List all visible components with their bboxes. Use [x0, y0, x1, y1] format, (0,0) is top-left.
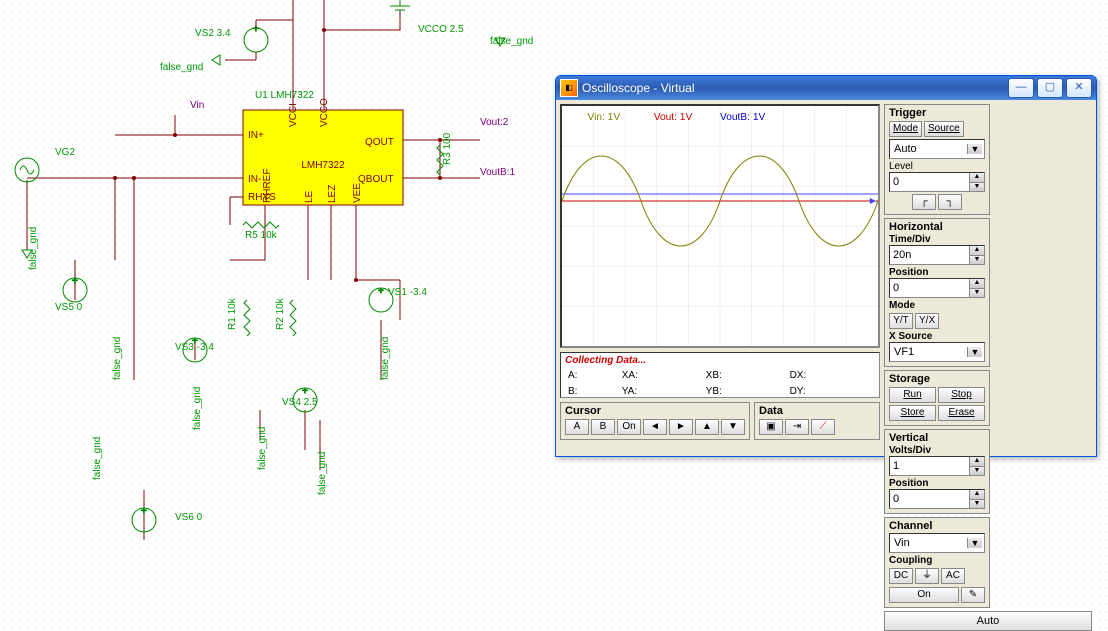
svg-text:false_gnd: false_gnd — [192, 387, 203, 430]
svg-text:+: + — [141, 506, 147, 517]
r5-resistor — [243, 222, 279, 228]
minimize-button[interactable]: — — [1008, 78, 1034, 98]
cursor-right-button[interactable]: ► — [669, 419, 693, 435]
cursor-b-button[interactable]: B — [591, 419, 615, 435]
svg-text:RHREF: RHREF — [262, 169, 273, 203]
auto-button[interactable]: Auto — [884, 611, 1092, 631]
svg-text:false_gnd: false_gnd — [317, 452, 328, 495]
schematic-canvas: U1 LMH7322 LMH7322 IN+ IN- RHYS QOUT QBO… — [0, 0, 550, 570]
xsource-combo[interactable]: VF1▼ — [889, 342, 985, 362]
cursor-down-button[interactable]: ▼ — [721, 419, 745, 435]
svg-text:R5 10k: R5 10k — [245, 230, 278, 241]
chip-ref: U1 LMH7322 — [255, 90, 314, 101]
svg-text:false_gnd: false_gnd — [380, 337, 391, 380]
trigger-rise-button[interactable]: ┌ — [912, 194, 936, 210]
svg-text:LE: LE — [304, 190, 315, 203]
cursor-a-button[interactable]: A — [565, 419, 589, 435]
trigger-mode-button[interactable]: Mode — [889, 121, 922, 137]
svg-text:R3 100: R3 100 — [442, 132, 453, 165]
svg-text:VS1 -3.4: VS1 -3.4 — [388, 287, 427, 298]
cursor-panel: Cursor A B On ◄ ► ▲ ▼ — [560, 402, 750, 440]
trigger-source-button[interactable]: Source — [924, 121, 964, 137]
svg-text:VG2: VG2 — [55, 147, 75, 158]
voltsdiv-spinner[interactable]: 1 ▲▼ — [889, 456, 985, 476]
cursor-left-button[interactable]: ◄ — [643, 419, 667, 435]
channel-on-button[interactable]: On — [889, 587, 959, 603]
data-export-button[interactable]: ▣ — [759, 419, 783, 435]
svg-text:VEE: VEE — [352, 183, 363, 203]
titlebar[interactable]: ◧ Oscilloscope - Virtual — ▢ ✕ — [556, 76, 1096, 100]
svg-text:VCCO 2.5: VCCO 2.5 — [418, 24, 464, 35]
status-text: Collecting Data... — [565, 355, 875, 367]
chip-name: LMH7322 — [301, 160, 345, 171]
svg-text:VoutB: 1V: VoutB: 1V — [720, 112, 766, 123]
mode-yx-button[interactable]: Y/X — [915, 313, 939, 329]
svg-text:false_gnd: false_gnd — [257, 427, 268, 470]
svg-text:false_gnd: false_gnd — [28, 227, 39, 270]
maximize-button[interactable]: ▢ — [1037, 78, 1063, 98]
svg-text:IN+: IN+ — [248, 130, 264, 141]
svg-text:false_gnd: false_gnd — [92, 437, 103, 480]
svg-text:Vout:2: Vout:2 — [480, 117, 509, 128]
channel-panel: Channel Vin▼ Coupling DC ⏚ AC On ✎ — [884, 517, 990, 608]
timediv-spinner[interactable]: 20n ▲▼ — [889, 245, 985, 265]
svg-text:VS2 3.4: VS2 3.4 — [195, 28, 231, 39]
stop-button[interactable]: Stop — [938, 387, 985, 403]
hpos-spinner[interactable]: 0 ▲▼ — [889, 278, 985, 298]
erase-button[interactable]: Erase — [938, 405, 985, 421]
svg-text:+: + — [378, 286, 384, 297]
trigger-mode-combo[interactable]: Auto▼ — [889, 139, 985, 159]
vs2-source: + — [225, 20, 293, 60]
storage-panel: Storage Run Stop Store Erase — [884, 370, 990, 426]
svg-text:false_gnd: false_gnd — [490, 36, 533, 47]
cursor-on-button[interactable]: On — [617, 419, 641, 435]
trigger-level-spinner[interactable]: 0 ▲▼ — [889, 172, 985, 192]
cursor-up-button[interactable]: ▲ — [695, 419, 719, 435]
svg-text:LEZ: LEZ — [327, 185, 338, 203]
run-button[interactable]: Run — [889, 387, 936, 403]
readout-panel: Collecting Data... A:XA:XB:DX: B:YA:YB:D… — [560, 352, 880, 398]
svg-text:Vin: 1V: Vin: 1V — [587, 112, 620, 123]
vpos-spinner[interactable]: 0 ▲▼ — [889, 489, 985, 509]
ac-button[interactable]: AC — [941, 568, 965, 584]
svg-text:QBOUT: QBOUT — [358, 174, 394, 185]
horizontal-panel: Horizontal Time/Div 20n ▲▼ Position 0 ▲▼… — [884, 218, 990, 367]
window-title: Oscilloscope - Virtual — [582, 81, 1005, 95]
vertical-panel: Vertical Volts/Div 1 ▲▼ Position 0 ▲▼ — [884, 429, 990, 514]
gnd-button[interactable]: ⏚ — [915, 568, 939, 584]
channel-combo[interactable]: Vin▼ — [889, 533, 985, 553]
svg-text:R1 10k: R1 10k — [227, 297, 238, 330]
vcco-source — [390, 0, 410, 10]
scope-display: Vin: 1V Vout: 1V VoutB: 1V — [560, 104, 880, 348]
svg-text:VS6 0: VS6 0 — [175, 512, 203, 523]
trigger-panel: Trigger Mode Source Auto▼ Level 0 ▲▼ ┌ ┐ — [884, 104, 990, 215]
svg-text:false_gnd: false_gnd — [160, 62, 203, 73]
svg-text:VS3 -3.4: VS3 -3.4 — [175, 342, 214, 353]
mode-yt-button[interactable]: Y/T — [889, 313, 913, 329]
data-panel: Data ▣ ⇥ ⟋ — [754, 402, 880, 440]
svg-text:VS5 0: VS5 0 — [55, 302, 83, 313]
svg-text:R2 10k: R2 10k — [275, 297, 286, 330]
color-button[interactable]: ✎ — [961, 587, 985, 603]
svg-text:+: + — [302, 386, 308, 397]
dc-button[interactable]: DC — [889, 568, 913, 584]
svg-text:QOUT: QOUT — [365, 137, 394, 148]
svg-text:Vout: 1V: Vout: 1V — [654, 112, 693, 123]
svg-text:VoutB:1: VoutB:1 — [480, 167, 515, 178]
svg-text:IN-: IN- — [248, 174, 261, 185]
close-button[interactable]: ✕ — [1066, 78, 1092, 98]
svg-text:false_gnd: false_gnd — [112, 337, 123, 380]
scope-icon: ◧ — [560, 79, 578, 97]
data-clear-button[interactable]: ⟋ — [811, 419, 835, 435]
svg-text:Vin: Vin — [190, 100, 204, 111]
svg-text:+: + — [72, 276, 78, 287]
trigger-fall-button[interactable]: ┐ — [938, 194, 962, 210]
store-button[interactable]: Store — [889, 405, 936, 421]
data-import-button[interactable]: ⇥ — [785, 419, 809, 435]
svg-text:VS4 2.5: VS4 2.5 — [282, 397, 318, 408]
oscilloscope-window: ◧ Oscilloscope - Virtual — ▢ ✕ — [555, 75, 1097, 457]
